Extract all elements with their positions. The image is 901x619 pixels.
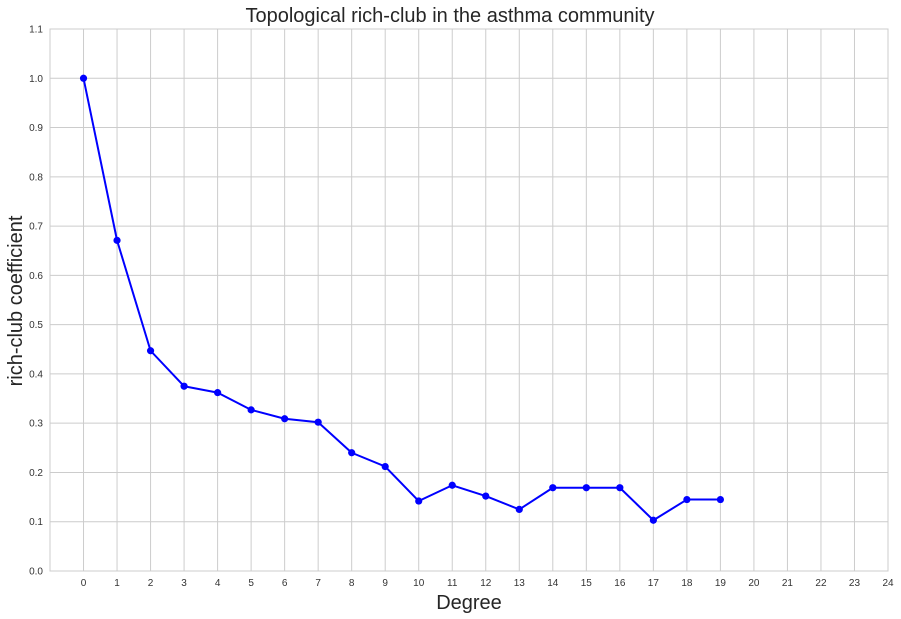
data-point (515, 505, 523, 514)
x-tick-label: 21 (782, 578, 794, 589)
data-point (214, 389, 222, 397)
x-tick-label: 12 (480, 578, 492, 589)
data-point (180, 382, 188, 390)
x-tick-label: 13 (514, 578, 526, 589)
series-layer (79, 74, 725, 524)
data-point (649, 516, 657, 524)
x-tick-label: 18 (681, 578, 693, 589)
y-tick-label: 1.0 (29, 74, 43, 85)
y-tick-label: 0.1 (29, 517, 43, 528)
data-point (146, 347, 155, 355)
y-tick-label: 0.5 (29, 320, 43, 331)
x-tick-label: 7 (315, 578, 321, 589)
y-tick-label: 0.2 (29, 468, 43, 479)
y-tick-label: 0.8 (29, 172, 43, 183)
y-tick-labels: 0.0 0.1 0.2 0.3 0.4 0.5 0.6 0.7 0.8 0.9 1.0 1.1 (29, 25, 43, 578)
x-tick-label: 6 (282, 578, 288, 589)
x-tick-label: 15 (581, 578, 593, 589)
x-tick-label: 20 (748, 578, 760, 589)
y-tick-label: 0.4 (29, 369, 43, 380)
data-point (113, 236, 121, 244)
y-axis-label: rich-club coefficient (5, 215, 27, 386)
chart-title: Topological rich-club in the asthma comm… (245, 5, 654, 27)
x-tick-label: 19 (715, 578, 727, 589)
x-tick-label: 0 (81, 578, 87, 589)
data-point (247, 406, 255, 414)
x-axis-label: Degree (436, 592, 502, 614)
x-tick-label: 24 (882, 578, 894, 589)
x-tick-label: 22 (815, 578, 827, 589)
x-tick-labels: 0 1 2 3 4 5 6 7 8 9 10 11 12 13 14 15 16 17 18 19 20 21 22 23 24 (81, 578, 894, 589)
x-tick-label: 8 (349, 578, 355, 589)
x-tick-label: 23 (849, 578, 861, 589)
data-point (448, 481, 456, 489)
data-point (716, 495, 725, 504)
data-point (616, 484, 624, 492)
series-line (82, 78, 721, 522)
y-tick-label: 0.6 (29, 271, 43, 282)
data-point (482, 492, 490, 500)
x-tick-label: 10 (413, 578, 425, 589)
x-tick-label: 3 (181, 578, 187, 589)
y-tick-label: 0.7 (29, 222, 43, 233)
x-tick-label: 5 (248, 578, 254, 589)
plot-frame (49, 28, 889, 572)
data-point (79, 74, 88, 82)
x-tick-label: 17 (648, 578, 660, 589)
data-point (582, 484, 590, 492)
x-tick-label: 4 (215, 578, 221, 589)
data-point (415, 497, 423, 505)
x-tick-label: 16 (614, 578, 626, 589)
data-point (281, 415, 289, 423)
x-tick-label: 9 (382, 578, 388, 589)
y-tick-label: 0.0 (29, 567, 43, 578)
x-tick-label: 14 (547, 578, 559, 589)
data-point (549, 484, 557, 492)
x-tick-label: 11 (447, 578, 458, 589)
data-point (683, 495, 691, 504)
y-tick-label: 0.9 (29, 123, 43, 134)
data-point (381, 462, 389, 471)
y-tick-label: 1.1 (29, 25, 43, 36)
data-point (314, 418, 322, 426)
x-tick-label: 1 (114, 578, 120, 589)
data-point (348, 449, 356, 457)
y-tick-label: 0.3 (29, 419, 43, 430)
x-tick-label: 2 (148, 578, 154, 589)
